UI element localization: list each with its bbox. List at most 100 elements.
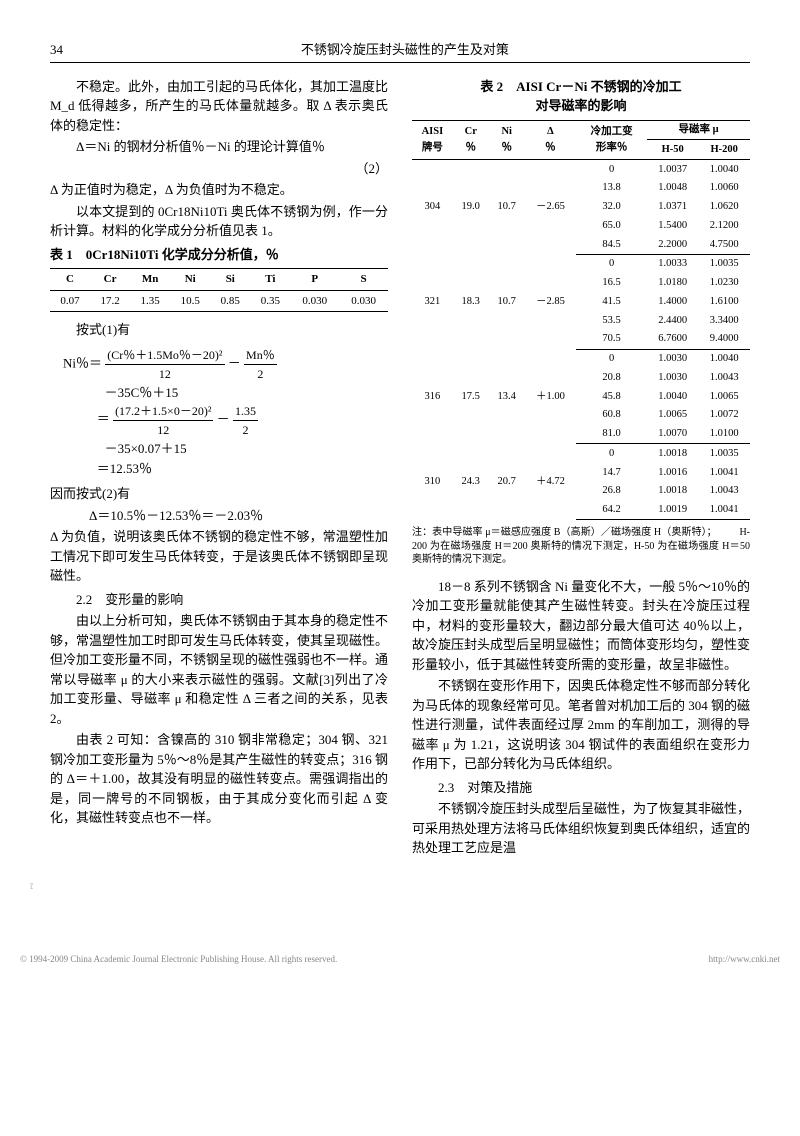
table1-cell: 1.35 — [130, 290, 170, 312]
t2-cell: 53.5 — [576, 311, 647, 330]
table1-col: Ti — [250, 269, 290, 291]
calc-frac-mn: Mn％ 2 — [244, 346, 277, 383]
t2-col-h200: H-200 — [698, 140, 750, 160]
t2-cell: 1.0030 — [647, 368, 698, 387]
t2-cell: 1.0371 — [647, 198, 698, 217]
calc2-result: Δ＝10.5％－12.53％＝－2.03％ — [89, 506, 388, 526]
t2-col-ni: Ni％ — [489, 120, 525, 160]
t2-cell: 70.5 — [576, 330, 647, 349]
t2-cell-ni: 10.7 — [489, 254, 525, 349]
t2-cell: 1.0040 — [698, 349, 750, 368]
calc-block: Ni％＝ (Cr％＋1.5Mo％－20)² 12 － Mn％ 2 －35C％＋1… — [63, 346, 388, 479]
t2-col-delta: Δ％ — [525, 120, 576, 160]
para-l3: 以本文提到的 0Cr18Ni10Ti 奥氏体不锈钢为例，作一分析计算。材料的化学… — [50, 202, 388, 241]
para-r7: 18－8 系列不锈钢含 Ni 量变化不大，一般 5％～10％的冷加工变形量就能使… — [412, 577, 750, 675]
calc-lead: 按式(1)有 — [50, 320, 388, 340]
table2-row: 32118.310.7－2.8501.00331.0035 — [412, 254, 750, 273]
t2-cell: 1.0016 — [647, 463, 698, 482]
table1: C Cr Mn Ni Si Ti P S 0.07 17.2 1.35 10.5… — [50, 268, 388, 312]
t2-cell: 1.0030 — [647, 349, 698, 368]
t2-cell: 1.0035 — [698, 254, 750, 273]
t2-cell: 4.7500 — [698, 235, 750, 254]
t2-cell: 13.8 — [576, 179, 647, 198]
t2-cell: 1.0040 — [647, 387, 698, 406]
t2-cell-delta: －2.85 — [525, 254, 576, 349]
t2-cell: 41.5 — [576, 292, 647, 311]
table1-cell: 0.07 — [50, 290, 90, 312]
table1-head: C Cr Mn Ni Si Ti P S — [50, 269, 388, 291]
footer-copyright: © 1994-2009 China Academic Journal Elect… — [20, 953, 337, 967]
t2-cell: 1.0048 — [647, 179, 698, 198]
t2-cell-ni: 10.7 — [489, 160, 525, 255]
t2-cell: 1.0230 — [698, 274, 750, 293]
t2-cell: 64.2 — [576, 501, 647, 520]
t2-cell: 9.4000 — [698, 330, 750, 349]
t2-cell: 1.0070 — [647, 425, 698, 444]
t2-cell: 2.4400 — [647, 311, 698, 330]
table2-head-row1: AISI牌号 Cr％ Ni％ Δ％ 冷加工变形率％ 导磁率 μ — [412, 120, 750, 140]
calc2-lead: 因而按式(2)有 — [50, 484, 388, 504]
t2-cell-delta: －2.65 — [525, 160, 576, 255]
t2-cell: 1.4000 — [647, 292, 698, 311]
t2-col-h50: H-50 — [647, 140, 698, 160]
t2-cell-grade: 316 — [412, 349, 453, 444]
para-l4: Δ 为负值，说明该奥氏体不锈钢的稳定性不够，常温塑性加工情况下即可发生马氏体转变… — [50, 527, 388, 586]
table1-row: 0.07 17.2 1.35 10.5 0.85 0.35 0.030 0.03… — [50, 290, 388, 312]
table1-cell: 0.030 — [339, 290, 388, 312]
page-footer: © 1994-2009 China Academic Journal Elect… — [0, 953, 800, 977]
section-2-3: 2.3 对策及措施 — [412, 778, 750, 798]
t2-cell-cr: 17.5 — [453, 349, 489, 444]
t2-cell: 0 — [576, 160, 647, 179]
table1-cell: 0.85 — [210, 290, 250, 312]
t2-cell-cr: 24.3 — [453, 444, 489, 520]
t2-cell-grade: 304 — [412, 160, 453, 255]
t2-cell: 2.2000 — [647, 235, 698, 254]
table2-caption-2: 对导磁率的影响 — [412, 96, 750, 116]
table1-caption: 表 1 0Cr18Ni10Ti 化学成分分析值，％ — [50, 245, 388, 265]
table1-col: Si — [210, 269, 250, 291]
t2-col-cr: Cr％ — [453, 120, 489, 160]
calc-frac2: (17.2＋1.5×0－20)² 12 — [113, 402, 213, 439]
t2-cell: 1.0018 — [647, 444, 698, 463]
t2-cell: 20.8 — [576, 368, 647, 387]
table2-row: 30419.010.7－2.6501.00371.0040 — [412, 160, 750, 179]
para-l1: 不稳定。此外，由加工引起的马氏体化，其加工温度比 M_d 低得越多，所产生的马氏… — [50, 77, 388, 136]
section-2-2: 2.2 变形量的影响 — [50, 590, 388, 610]
header-spacer — [747, 40, 750, 60]
equation-2-number: （2） — [50, 159, 388, 179]
t2-cell-delta: ＋4.72 — [525, 444, 576, 520]
frac-num: (Cr％＋1.5Mo％－20)² — [105, 346, 224, 365]
para-r9: 不锈钢冷旋压封头成型后呈磁性，为了恢复其非磁性，可采用热处理方法将马氏体组织恢复… — [412, 799, 750, 858]
table1-cell: 17.2 — [90, 290, 130, 312]
t2-col-grade: AISI牌号 — [412, 120, 453, 160]
t2-cell: 16.5 — [576, 274, 647, 293]
t2-cell: 0 — [576, 349, 647, 368]
para-r8: 不锈钢在变形作用下，因奥氏体稳定性不够而部分转化为马氏体的现象经常可见。笔者曾对… — [412, 676, 750, 774]
para-l5: 由以上分析可知，奥氏体不锈钢由于其本身的稳定性不够，常温塑性加工时即可发生马氏体… — [50, 611, 388, 728]
t2-cell: 65.0 — [576, 216, 647, 235]
frac-den: 2 — [244, 365, 277, 383]
t2-cell: 1.0033 — [647, 254, 698, 273]
t2-cell: 60.8 — [576, 406, 647, 425]
table1-col: Cr — [90, 269, 130, 291]
t2-cell: 1.0043 — [698, 368, 750, 387]
page-number: 34 — [50, 40, 63, 60]
calc-line5: ＝12.53％ — [97, 461, 152, 476]
t2-cell: 1.0180 — [647, 274, 698, 293]
left-column: 不稳定。此外，由加工引起的马氏体化，其加工温度比 M_d 低得越多，所产生的马氏… — [50, 77, 388, 860]
table2-caption-1: 表 2 AISI Cr－Ni 不锈钢的冷加工 — [412, 77, 750, 97]
t2-cell: 0 — [576, 254, 647, 273]
table2: AISI牌号 Cr％ Ni％ Δ％ 冷加工变形率％ 导磁率 μ H-50 H-2… — [412, 120, 750, 521]
para-l6: 由表 2 可知：含镍高的 310 钢非常稳定；304 钢、321 钢冷加工变形量… — [50, 730, 388, 828]
calc-line4: －35×0.07＋15 — [105, 441, 187, 456]
frac-num: Mn％ — [244, 346, 277, 365]
table1-col: C — [50, 269, 90, 291]
t2-cell: 6.7600 — [647, 330, 698, 349]
table2-row: 31024.320.7＋4.7201.00181.0035 — [412, 444, 750, 463]
calc-lhs: Ni％＝ — [63, 355, 102, 370]
t2-cell: 1.0065 — [647, 406, 698, 425]
frac-den: 12 — [105, 365, 224, 383]
t2-cell: 0 — [576, 444, 647, 463]
frac-den: 2 — [233, 421, 258, 439]
right-column: 表 2 AISI Cr－Ni 不锈钢的冷加工 对导磁率的影响 AISI牌号 Cr… — [412, 77, 750, 860]
